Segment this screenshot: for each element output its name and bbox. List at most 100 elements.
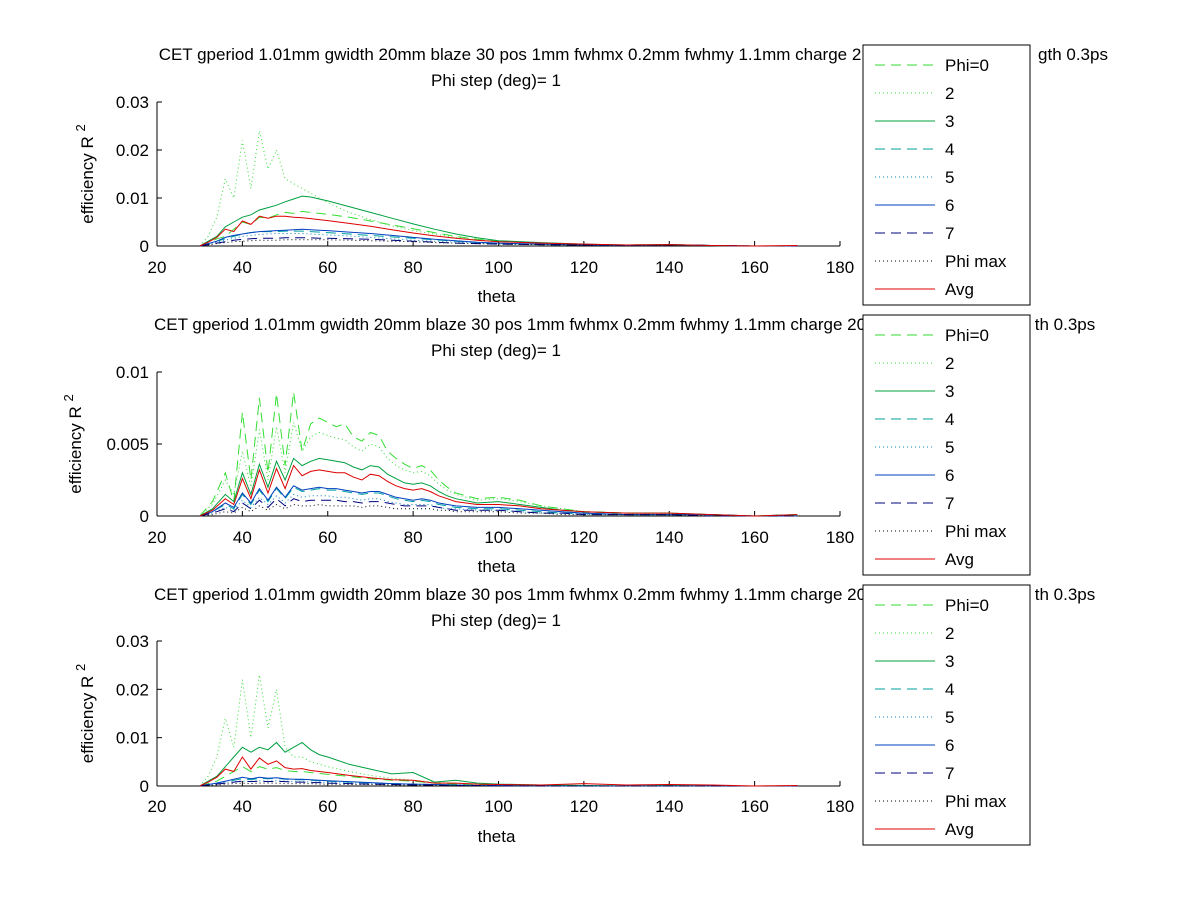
x-tick-label: 20 — [148, 528, 167, 547]
x-tick-label: 20 — [148, 797, 167, 816]
legend-entry-label: 2 — [945, 84, 954, 103]
x-tick-label: 140 — [655, 528, 683, 547]
y-axis-label-superscript: 2 — [61, 394, 76, 401]
y-tick-label: 0.005 — [106, 435, 149, 454]
legend-entry-label: 6 — [945, 196, 954, 215]
x-tick-label: 80 — [404, 258, 423, 277]
chart-subtitle: Phi step (deg)= 1 — [431, 71, 561, 90]
x-tick-label: 140 — [655, 797, 683, 816]
y-axis-label: efficiency R 2 — [73, 664, 97, 764]
legend-entry-label: 6 — [945, 736, 954, 755]
series-line-3 — [199, 457, 798, 517]
legend-entry-label: 5 — [945, 708, 954, 727]
legend-entry-label: 4 — [945, 140, 954, 159]
y-tick-label: 0.02 — [116, 680, 149, 699]
chart-title: CET gperiod 1.01mm gwidth 20mm blaze 30 … — [154, 585, 866, 604]
x-tick-label: 40 — [233, 797, 252, 816]
legend-entry-label: 5 — [945, 168, 954, 187]
legend-entry-label: 7 — [945, 764, 954, 783]
legend-entry-label: Avg — [945, 280, 974, 299]
legend-entry-label: 7 — [945, 224, 954, 243]
legend-entry-label: 6 — [945, 466, 954, 485]
series-line-6 — [199, 485, 798, 517]
legend-entry-label: Phi max — [945, 252, 1007, 271]
chart-title-tail: th 0.3ps — [1035, 585, 1096, 604]
y-tick-label: 0 — [140, 237, 149, 256]
legend-box — [862, 44, 1031, 306]
legend-entry-label: 4 — [945, 680, 954, 699]
legend: Phi=0 2 3 4 5 6 7 Phi max Avg — [862, 584, 1031, 846]
x-tick-label: 180 — [826, 797, 854, 816]
x-tick-label: 120 — [570, 797, 598, 816]
chart-title: CET gperiod 1.01mm gwidth 20mm blaze 30 … — [154, 315, 866, 334]
chart-panel-2: CET gperiod 1.01mm gwidth 20mm blaze 30 … — [61, 314, 1096, 576]
series-line-8 — [199, 239, 798, 247]
legend-entry-label: 7 — [945, 494, 954, 513]
y-tick-label: 0 — [140, 507, 149, 526]
x-tick-label: 160 — [740, 528, 768, 547]
legend-entry-label: Phi=0 — [945, 596, 989, 615]
x-tick-label: 120 — [570, 528, 598, 547]
series-line-9 — [199, 756, 798, 787]
legend: Phi=0 2 3 4 5 6 7 Phi max Avg — [862, 314, 1031, 576]
y-tick-label: 0.03 — [116, 632, 149, 651]
x-tick-label: 180 — [826, 528, 854, 547]
series-line-8 — [199, 782, 798, 787]
series-line-5 — [199, 233, 798, 247]
chart-title-tail: gth 0.3ps — [1038, 45, 1108, 64]
y-tick-label: 0.01 — [116, 363, 149, 382]
chart-panel-1: CET gperiod 1.01mm gwidth 20mm blaze 30 … — [73, 44, 1108, 306]
x-tick-label: 80 — [404, 528, 423, 547]
series-line-3 — [199, 195, 798, 247]
chart-title-tail: th 0.3ps — [1035, 315, 1096, 334]
legend-entry-label: Avg — [945, 820, 974, 839]
x-tick-label: 100 — [484, 797, 512, 816]
series-line-6 — [199, 228, 798, 247]
legend-entry-label: 5 — [945, 438, 954, 457]
series-line-2 — [199, 130, 798, 247]
series-line-4 — [199, 486, 798, 517]
y-tick-label: 0.03 — [116, 93, 149, 112]
chart-panel-3: CET gperiod 1.01mm gwidth 20mm blaze 30 … — [73, 584, 1096, 846]
y-axis-label-superscript: 2 — [73, 124, 88, 131]
x-tick-label: 40 — [233, 528, 252, 547]
x-tick-label: 80 — [404, 797, 423, 816]
x-tick-label: 100 — [484, 528, 512, 547]
y-tick-label: 0.01 — [116, 189, 149, 208]
y-tick-label: 0.02 — [116, 141, 149, 160]
legend-entry-label: 4 — [945, 410, 954, 429]
legend-entry-label: Avg — [945, 550, 974, 569]
x-tick-label: 60 — [318, 797, 337, 816]
legend-box — [862, 584, 1031, 846]
y-tick-label: 0 — [140, 777, 149, 796]
x-axis-label: theta — [478, 827, 516, 846]
series-line-2 — [199, 422, 798, 517]
legend-box — [862, 314, 1031, 576]
x-tick-label: 140 — [655, 258, 683, 277]
chart-subtitle: Phi step (deg)= 1 — [431, 611, 561, 630]
legend-entry-label: 3 — [945, 652, 954, 671]
chart-title: CET gperiod 1.01mm gwidth 20mm blaze 30 … — [159, 45, 862, 64]
series-line-2 — [199, 674, 798, 787]
legend-entry-label: 3 — [945, 382, 954, 401]
y-axis-label: efficiency R 2 — [73, 124, 97, 224]
y-tick-label: 0.01 — [116, 729, 149, 748]
legend-entry-label: 2 — [945, 624, 954, 643]
legend-entry-label: Phi max — [945, 792, 1007, 811]
y-axis-label-superscript: 2 — [73, 664, 88, 671]
chart-subtitle: Phi step (deg)= 1 — [431, 341, 561, 360]
series-line-1 — [199, 210, 798, 247]
series-line-1 — [199, 392, 798, 517]
y-axis-label: efficiency R 2 — [61, 394, 85, 494]
x-tick-label: 160 — [740, 797, 768, 816]
legend: Phi=0 2 3 4 5 6 7 Phi max Avg — [862, 44, 1031, 306]
x-tick-label: 160 — [740, 258, 768, 277]
x-axis-label: theta — [478, 557, 516, 576]
series-line-9 — [199, 215, 798, 247]
legend-entry-label: Phi=0 — [945, 326, 989, 345]
x-tick-label: 100 — [484, 258, 512, 277]
x-tick-label: 60 — [318, 528, 337, 547]
x-tick-label: 40 — [233, 258, 252, 277]
series-line-9 — [199, 464, 798, 517]
